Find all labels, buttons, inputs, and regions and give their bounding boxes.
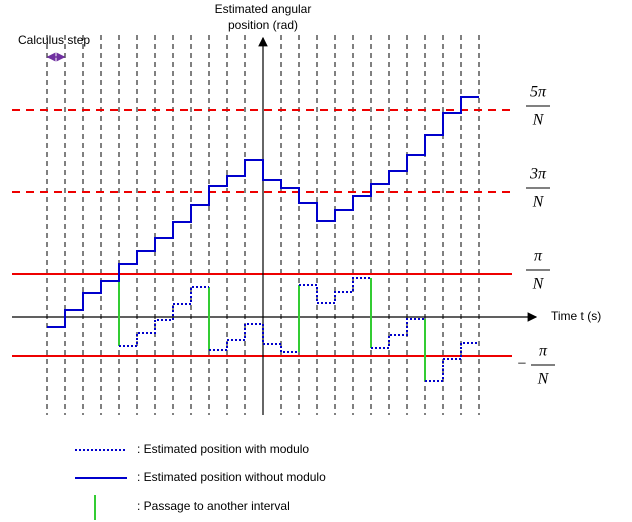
denominator: N	[532, 194, 545, 211]
level-label: 3π N	[526, 166, 550, 211]
level-label: π N	[526, 248, 550, 293]
y-title: Estimated angular	[215, 2, 312, 16]
numerator: 5π	[530, 84, 547, 101]
legend-label: : Estimated position without modulo	[137, 470, 326, 484]
y-title: position (rad)	[228, 18, 298, 32]
curves	[47, 96, 479, 382]
numerator: π	[534, 248, 543, 265]
numerator: 3π	[529, 166, 547, 183]
denominator: N	[532, 276, 545, 293]
sign: −	[516, 356, 527, 373]
position-without-modulo	[47, 96, 479, 328]
numerator: π	[539, 343, 548, 360]
step-label: Calculus step	[18, 33, 90, 47]
x-title: Time t (s)	[551, 309, 601, 323]
level-label: − π N	[516, 343, 555, 388]
denominator: N	[532, 112, 545, 129]
legend-label: : Estimated position with modulo	[137, 442, 309, 456]
denominator: N	[537, 371, 550, 388]
legend-label: : Passage to another interval	[137, 499, 290, 513]
level-label: 5π N	[526, 84, 550, 129]
